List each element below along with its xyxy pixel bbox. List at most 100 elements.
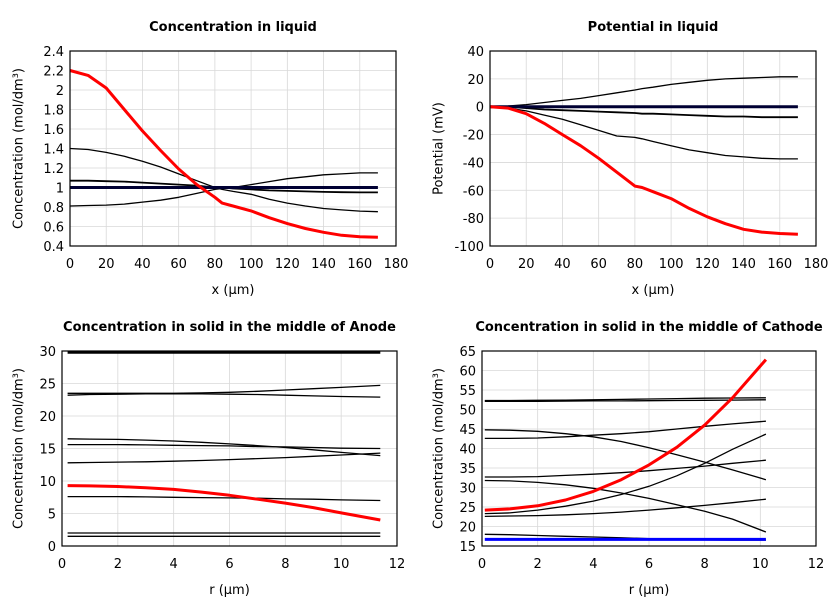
plot-frame — [69, 50, 397, 247]
y-tick-label: 20 — [39, 410, 56, 425]
series-line-4 — [67, 438, 381, 457]
x-axis-label: r (µm) — [209, 583, 250, 598]
x-tick-label: 0 — [66, 257, 74, 272]
y-tick-label: -40 — [463, 156, 484, 171]
series-line-10 — [67, 484, 381, 522]
y-tick-label: 40 — [459, 443, 476, 458]
x-tick-label: 12 — [389, 557, 406, 572]
x-tick-label: 4 — [589, 557, 597, 572]
x-tick-label: 6 — [225, 557, 233, 572]
y-axis-label: Concentration (mol/dm³) — [12, 368, 27, 529]
x-tick-label: 180 — [804, 257, 829, 272]
x-tick-label: 8 — [701, 557, 709, 572]
x-tick-label: 120 — [695, 257, 720, 272]
series-line-3 — [67, 393, 381, 398]
y-tick-label: 20 — [459, 521, 476, 536]
x-tick-label: 0 — [486, 257, 494, 272]
y-tick-label: 1.6 — [43, 123, 64, 138]
x-tick-label: 100 — [239, 257, 264, 272]
series-line-8 — [484, 498, 766, 518]
subplot-4: 0 2 4 6 8 10 12 15 20 25 30 35 40 45 50 55 60 65 Concentra… — [432, 320, 825, 598]
x-tick-label: 40 — [554, 257, 571, 272]
series-line-1 — [69, 147, 378, 213]
y-tick-label: 60 — [459, 365, 476, 380]
y-tick-label: 1 — [56, 182, 64, 197]
series-line-5 — [69, 69, 378, 239]
x-tick-label: 120 — [275, 257, 300, 272]
subplot-2: 0 20 40 60 80 100 120 140 160 180 -100 -80 -60 -40 -20… — [432, 20, 829, 298]
chart-title: Concentration in solid in the middle of … — [475, 320, 823, 335]
x-tick-label: 2 — [114, 557, 122, 572]
y-tick-label: 15 — [39, 443, 56, 458]
y-axis-label: Concentration (mol/dm³) — [12, 68, 27, 229]
y-tick-label: 0.6 — [43, 221, 64, 236]
series-line-6 — [67, 452, 381, 464]
plot-frame — [481, 350, 817, 547]
x-tick-label: 80 — [627, 257, 644, 272]
y-tick-label: 2.4 — [43, 45, 64, 60]
series-line-2 — [67, 384, 381, 394]
x-tick-label: 180 — [384, 257, 409, 272]
x-tick-label: 20 — [518, 257, 535, 272]
y-tick-label: 1.2 — [43, 162, 64, 177]
chart-title: Potential in liquid — [588, 20, 719, 35]
y-tick-label: 50 — [459, 404, 476, 419]
x-tick-label: 0 — [478, 557, 486, 572]
series-line-4 — [484, 420, 766, 440]
y-tick-label: 0 — [48, 540, 56, 555]
x-axis-label: x (µm) — [212, 283, 255, 298]
subplot-3: 0 2 4 6 8 10 12 0 5 10 15 20 25 30 Concentration in so… — [12, 320, 406, 598]
chart-title: Concentration in liquid — [149, 20, 317, 35]
x-tick-label: 60 — [170, 257, 187, 272]
plot-frame — [489, 50, 817, 247]
series-line-5 — [484, 433, 767, 515]
y-tick-label: 10 — [39, 475, 56, 490]
series-line-7 — [484, 479, 767, 533]
y-tick-label: 2 — [56, 84, 64, 99]
series-line-5 — [489, 105, 798, 236]
y-tick-label: 25 — [39, 378, 56, 393]
y-tick-label: 1.8 — [43, 104, 64, 119]
x-tick-label: 140 — [311, 257, 336, 272]
x-tick-label: 60 — [590, 257, 607, 272]
x-tick-label: 140 — [731, 257, 756, 272]
y-tick-label: 25 — [459, 501, 476, 516]
x-tick-label: 10 — [752, 557, 769, 572]
y-tick-label: 65 — [459, 345, 476, 360]
series-line-1 — [484, 397, 766, 402]
series-line-6 — [484, 459, 766, 478]
y-tick-label: -100 — [454, 240, 484, 255]
series-line-7 — [67, 495, 381, 502]
y-tick-label: 55 — [459, 384, 476, 399]
x-tick-label: 40 — [134, 257, 151, 272]
y-tick-label: -20 — [463, 129, 484, 144]
y-tick-label: 2.2 — [43, 65, 64, 80]
x-tick-label: 6 — [645, 557, 653, 572]
x-tick-label: 20 — [98, 257, 115, 272]
y-tick-label: 40 — [467, 45, 484, 60]
subplot-1: 0 20 40 60 80 100 120 140 160 180 0.4 0.6 0.8 1 1.2 1.4… — [12, 20, 409, 298]
y-tick-label: 1.4 — [43, 143, 64, 158]
y-tick-label: 35 — [459, 462, 476, 477]
x-tick-label: 160 — [347, 257, 372, 272]
chart-title: Concentration in solid in the middle of … — [63, 320, 396, 335]
x-tick-label: 10 — [333, 557, 350, 572]
series-line-2 — [490, 105, 798, 119]
y-tick-label: 0.4 — [43, 240, 64, 255]
y-tick-label: -80 — [463, 212, 484, 227]
series-line-5 — [67, 443, 381, 450]
x-tick-label: 4 — [170, 557, 178, 572]
x-tick-label: 8 — [281, 557, 289, 572]
x-tick-label: 2 — [534, 557, 542, 572]
x-tick-label: 12 — [808, 557, 825, 572]
y-tick-label: 0 — [476, 101, 484, 116]
x-tick-label: 80 — [207, 257, 224, 272]
y-tick-label: 5 — [48, 508, 56, 523]
x-tick-label: 0 — [58, 557, 66, 572]
series-line-2 — [484, 399, 766, 402]
y-tick-label: 30 — [39, 345, 56, 360]
y-tick-label: 45 — [459, 423, 476, 438]
y-tick-label: 0.8 — [43, 201, 64, 216]
series-line-1 — [489, 76, 798, 108]
plot-frame — [61, 350, 398, 547]
